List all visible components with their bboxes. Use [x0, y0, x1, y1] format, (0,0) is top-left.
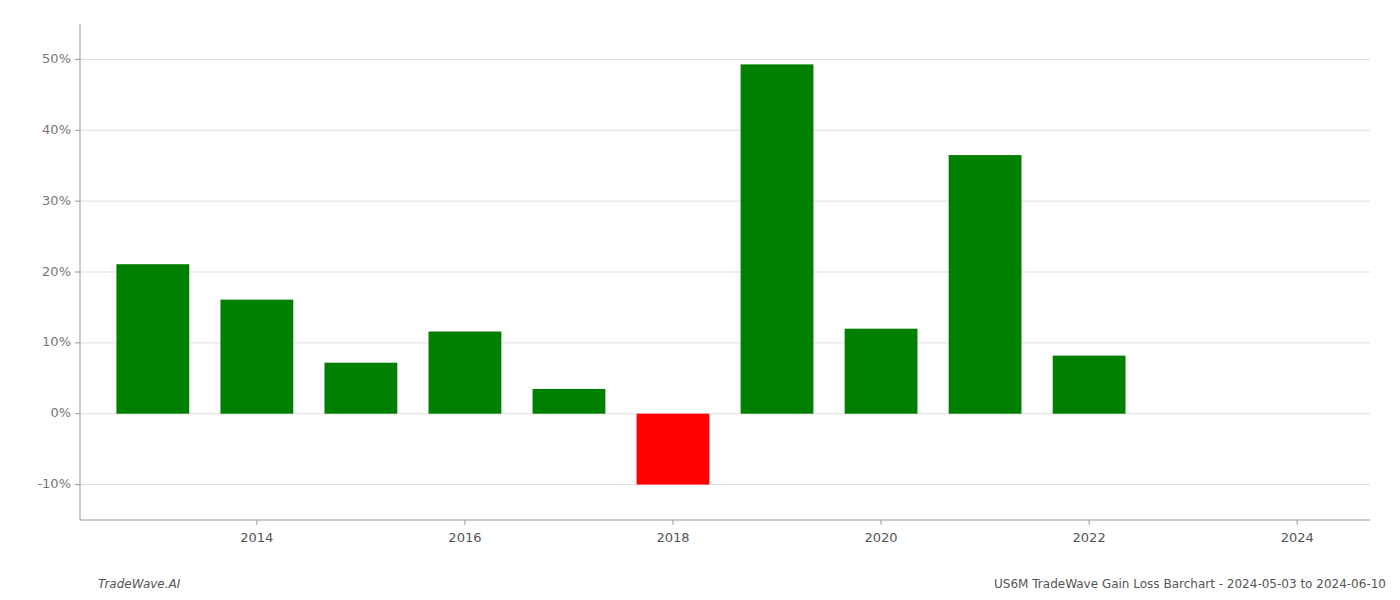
bar — [429, 332, 502, 414]
y-ticks: -10% 0% 10% 20% 30% 40% 50% — [37, 51, 80, 491]
y-tick — [75, 272, 80, 273]
bar — [949, 155, 1022, 414]
bar — [324, 363, 397, 414]
y-tick — [75, 59, 80, 60]
x-tick-label: 2022 — [1073, 530, 1106, 545]
grid-line — [80, 59, 1370, 60]
y-tick-label: 0% — [50, 405, 71, 420]
grid-line — [80, 272, 1370, 273]
x-tick — [1089, 520, 1090, 525]
grid-line — [80, 130, 1370, 131]
bar — [637, 414, 710, 485]
bar — [845, 329, 918, 414]
x-tick — [464, 520, 465, 525]
bar — [220, 300, 293, 414]
x-tick-label: 2020 — [865, 530, 898, 545]
bars — [116, 64, 1125, 484]
x-tick-label: 2016 — [448, 530, 481, 545]
y-tick-label: 50% — [42, 51, 71, 66]
x-tick — [881, 520, 882, 525]
x-tick-label: 2024 — [1281, 530, 1314, 545]
x-tick — [1297, 520, 1298, 525]
y-tick-label: 10% — [42, 334, 71, 349]
chart: -10% 0% 10% 20% 30% 40% 50% 2014 2016 2018 2020 202… — [0, 0, 1400, 600]
grid-line — [80, 484, 1370, 485]
y-tick — [75, 130, 80, 131]
x-ticks: 2014 2016 2018 2020 2022 2024 — [240, 520, 1313, 545]
bar — [533, 389, 606, 414]
x-tick — [672, 520, 673, 525]
footer: TradeWave.AI US6M TradeWave Gain Loss Bar… — [98, 577, 1386, 591]
y-tick — [75, 413, 80, 414]
y-tick — [75, 201, 80, 202]
footer-right: US6M TradeWave Gain Loss Barchart - 2024… — [994, 577, 1386, 591]
footer-left: TradeWave.AI — [98, 577, 181, 591]
bar — [116, 264, 189, 414]
x-axis-line — [80, 520, 1370, 521]
y-tick-label: -10% — [37, 476, 71, 491]
x-tick-label: 2018 — [656, 530, 689, 545]
grid-line — [80, 201, 1370, 202]
bar — [1053, 356, 1126, 414]
y-tick — [75, 484, 80, 485]
y-axis-line — [80, 24, 81, 520]
y-tick-label: 40% — [42, 122, 71, 137]
x-tick — [256, 520, 257, 525]
y-tick-label: 20% — [42, 264, 71, 279]
x-tick-label: 2014 — [240, 530, 273, 545]
y-tick — [75, 342, 80, 343]
y-tick-label: 30% — [42, 193, 71, 208]
grid — [80, 59, 1370, 484]
bar — [741, 64, 814, 413]
bar — [1157, 413, 1230, 414]
